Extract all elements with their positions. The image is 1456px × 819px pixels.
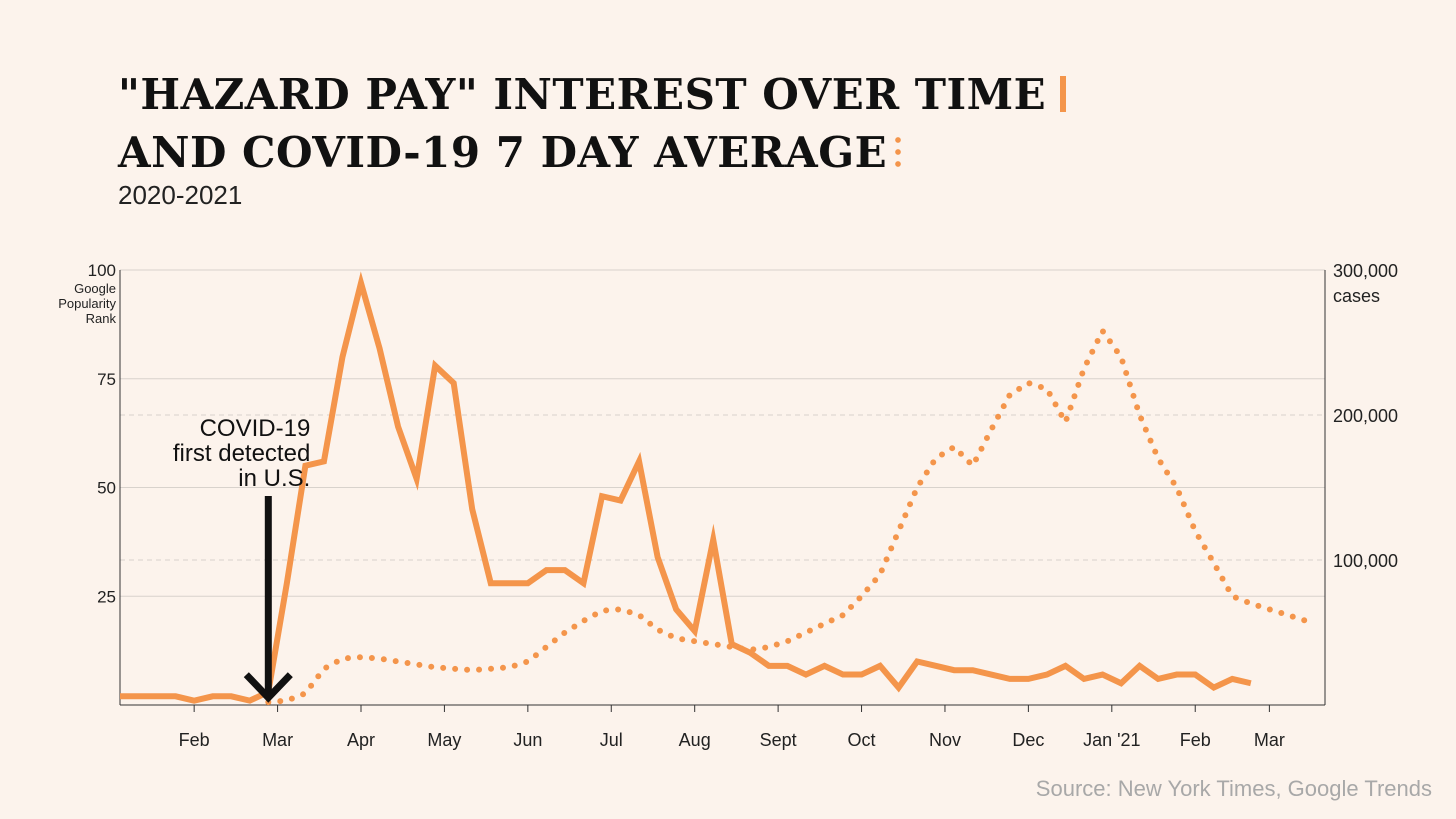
x-tick-label: Dec bbox=[1012, 730, 1044, 750]
x-tick-label: Nov bbox=[929, 730, 961, 750]
y-left-tick-label: 100 bbox=[88, 261, 116, 280]
chart-title-line-1: "Hazard Pay" Interest Over Time bbox=[118, 66, 1067, 124]
y-right-tick-label: 200,000 bbox=[1333, 406, 1398, 426]
y-left-tick-label: 25 bbox=[97, 587, 116, 606]
series-line-covid-7-day-average bbox=[265, 325, 1310, 706]
solid-line-key-icon bbox=[1060, 76, 1067, 112]
x-tick-label: Oct bbox=[848, 730, 876, 750]
x-tick-label: May bbox=[427, 730, 461, 750]
y-left-tick-label: 75 bbox=[97, 370, 116, 389]
source-note: Source: New York Times, Google Trends bbox=[1035, 776, 1432, 801]
annotation-text: in U.S. bbox=[238, 465, 310, 492]
x-tick-label: Mar bbox=[262, 730, 293, 750]
x-tick-label: Jun bbox=[513, 730, 542, 750]
annotation-arrow-head bbox=[243, 672, 293, 703]
chart-title-line-2: and COVID-19 7 Day Average bbox=[118, 124, 1066, 182]
chart-subtitle: 2020-2021 bbox=[118, 180, 243, 210]
series-layer bbox=[120, 271, 1310, 706]
x-tick-label: Feb bbox=[179, 730, 210, 750]
dotted-line-key-icon bbox=[895, 134, 902, 170]
x-tick-label: Aug bbox=[679, 730, 711, 750]
y-right-axis-label: cases bbox=[1333, 286, 1380, 306]
x-tick-label: Apr bbox=[347, 730, 375, 750]
chart-title: "Hazard Pay" Interest Over Time and COVI… bbox=[118, 66, 1067, 182]
x-tick-label: Feb bbox=[1180, 730, 1211, 750]
x-tick-label: Mar bbox=[1254, 730, 1285, 750]
y-left-tick-label: 50 bbox=[97, 479, 116, 498]
x-tick-label: Jul bbox=[600, 730, 623, 750]
x-tick-label: Sept bbox=[760, 730, 797, 750]
y-right-tick-label: 100,000 bbox=[1333, 551, 1398, 571]
series-line-hazard-pay-interest bbox=[120, 271, 1252, 704]
y-left-axis-label: Rank bbox=[86, 311, 117, 326]
annotation-text: COVID-19 bbox=[200, 415, 311, 442]
annotation-text: first detected bbox=[173, 440, 310, 467]
y-left-axis-label: Popularity bbox=[58, 296, 116, 311]
x-tick-label: Jan '21 bbox=[1083, 730, 1140, 750]
y-left-axis-label: Google bbox=[74, 281, 116, 296]
y-right-tick-label: 300,000 bbox=[1333, 261, 1398, 281]
